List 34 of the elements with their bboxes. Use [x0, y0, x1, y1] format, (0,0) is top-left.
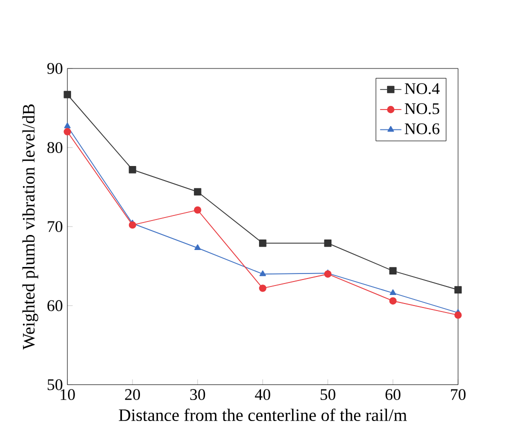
legend-label: NO.5 [404, 103, 440, 114]
point [194, 188, 202, 196]
legend-label: NO.4 [404, 82, 440, 94]
point [259, 239, 266, 247]
legend-label: NO.6 [404, 123, 440, 134]
point [64, 128, 72, 136]
x-tick-label: 20 [125, 388, 140, 400]
point [194, 206, 202, 214]
point [128, 166, 136, 174]
x-tick-label: 30 [190, 388, 206, 400]
y-tick-label: 90 [47, 62, 62, 74]
point [64, 122, 71, 128]
x-axis-title: Distance from the centerline of the rail/m [118, 408, 407, 421]
point [389, 266, 397, 274]
point [454, 286, 462, 294]
y-tick-label: 60 [47, 300, 62, 311]
point [259, 270, 266, 276]
point [259, 284, 266, 292]
x-tick-label: 70 [451, 388, 466, 400]
point [324, 239, 332, 247]
x-tick-label: 60 [386, 388, 400, 400]
point [194, 244, 201, 250]
x-tick-label: 10 [60, 388, 75, 400]
y-axis-title: Weighted plumb vibration level/dB [22, 104, 38, 350]
y-tick-label: 50 [48, 379, 62, 390]
point [389, 297, 397, 304]
x-tick-label: 50 [320, 388, 336, 400]
x-tick-label: 40 [254, 388, 270, 400]
point [390, 289, 396, 295]
y-tick-label: 80 [47, 142, 62, 153]
point [454, 311, 462, 319]
point [128, 221, 136, 228]
y-tick-label: 70 [48, 220, 62, 232]
point [64, 90, 72, 98]
